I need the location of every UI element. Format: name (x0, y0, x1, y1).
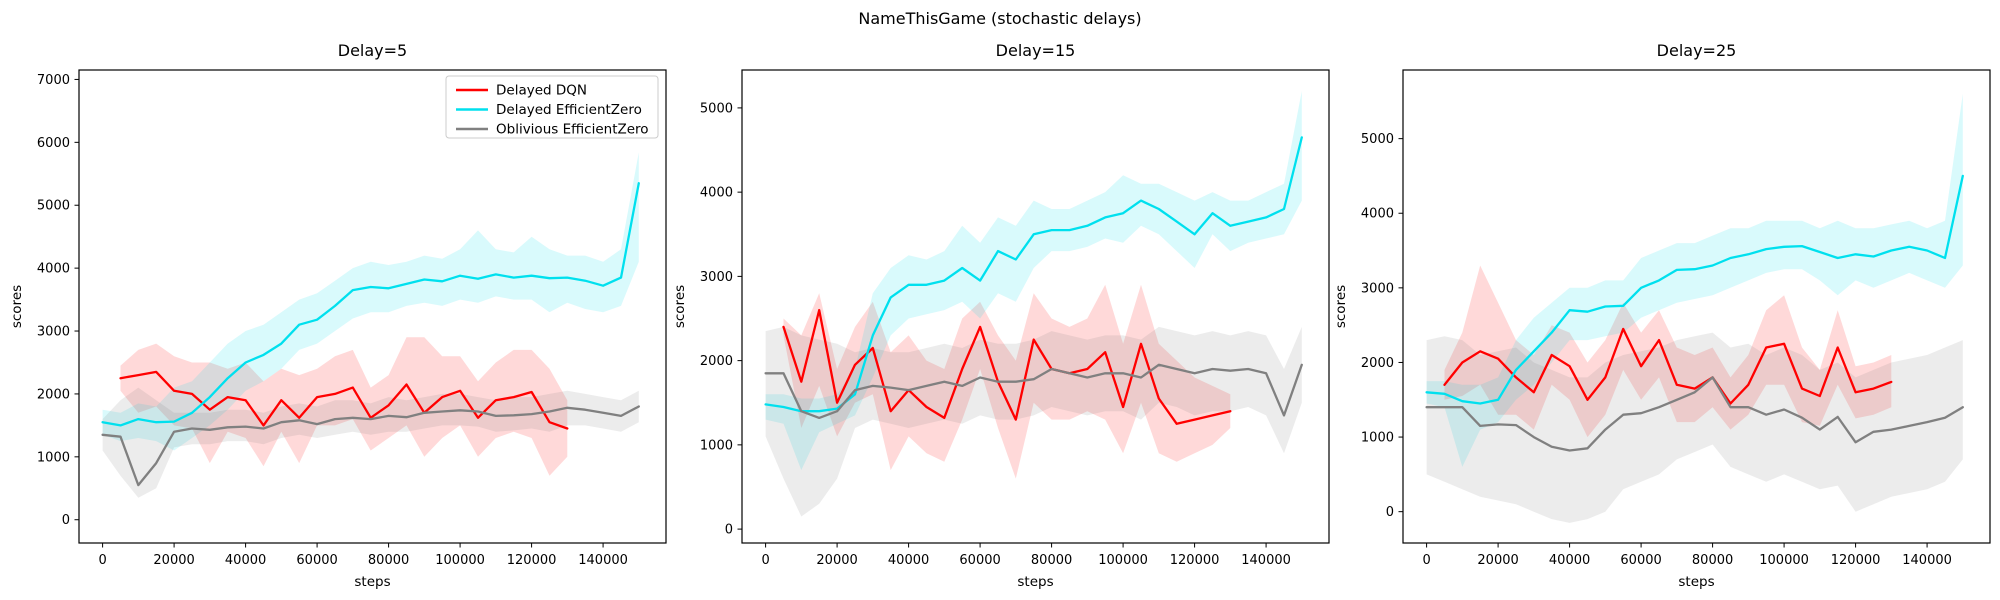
x-tick-label: 100000 (435, 553, 485, 568)
series-line-delayed-efficientzero (764, 136, 1303, 413)
legend: Delayed DQN Delayed EfficientZero Obliviou… (445, 75, 659, 139)
y-tick-label: 5000 (700, 101, 733, 116)
x-tick-label: 20000 (1477, 553, 1518, 568)
x-tick-label: 140000 (1902, 553, 1952, 568)
series-line-delayed-dqn (119, 370, 569, 430)
plot-area (101, 152, 640, 498)
series-line-delayed-efficientzero (1425, 174, 1964, 405)
x-tick-label: 140000 (578, 553, 628, 568)
axes-delay-15: 0 20000 40000 60000 80000 100000 120000 140000 0… (672, 41, 1330, 590)
axes-delay-5: 0 20000 40000 60000 80000 100000 120000 140000 0… (9, 41, 667, 590)
y-tick-label: 2000 (700, 354, 733, 369)
y-tick-label: 4000 (700, 186, 733, 201)
y-axis-label: scores (9, 285, 25, 328)
y-tick-label: 7000 (37, 73, 70, 88)
y-tick-label: 2000 (1361, 356, 1394, 371)
x-tick-label: 40000 (1549, 553, 1590, 568)
x-tick-label: 40000 (225, 553, 266, 568)
axes-delay-25: 0 20000 40000 60000 80000 100000 120000 140000 0… (1333, 41, 1991, 590)
y-tick-label: 0 (725, 523, 733, 538)
x-tick-label: 100000 (1759, 553, 1809, 568)
x-tick-label: 80000 (368, 553, 409, 568)
series-band-oblivious-efficientzero (1426, 332, 1963, 523)
series-band-delayed-dqn (1444, 265, 1892, 438)
y-tick-label: 1000 (37, 450, 70, 465)
y-tick-label: 1000 (700, 438, 733, 453)
y-tick-label: 4000 (1361, 207, 1394, 222)
plot-area (1425, 93, 1964, 523)
y-tick-label: 6000 (37, 136, 70, 151)
x-tick-label: 120000 (1831, 553, 1881, 568)
series-line-delayed-dqn (782, 308, 1232, 425)
y-tick-label: 0 (62, 513, 70, 528)
x-tick-label: 100000 (1098, 553, 1148, 568)
y-tick-label: 5000 (37, 199, 70, 214)
series-band-delayed-dqn (120, 337, 568, 476)
legend-box (445, 75, 659, 139)
axes-spines (741, 69, 1330, 544)
axes-spines (1402, 69, 1991, 544)
series-band-delayed-efficientzero (102, 152, 639, 451)
x-tick-label: 60000 (959, 553, 1000, 568)
y-tick-label: 0 (1386, 505, 1394, 520)
x-axis-label: steps (1017, 574, 1053, 590)
legend-label-oblivious-efficientzero: Oblivious EfficientZero (496, 122, 649, 138)
y-axis-label: scores (672, 285, 688, 328)
series-line-oblivious-efficientzero (101, 405, 640, 487)
x-tick-label: 0 (98, 553, 106, 568)
subplot-title: Delay=5 (338, 41, 407, 60)
x-axis-label: steps (1678, 574, 1714, 590)
y-tick-label: 5000 (1361, 132, 1394, 147)
y-tick-label: 3000 (700, 270, 733, 285)
y-tick-label: 3000 (1361, 281, 1394, 296)
series-line-delayed-dqn (1443, 327, 1893, 405)
x-tick-label: 0 (1422, 553, 1430, 568)
plot-area (764, 91, 1303, 517)
x-tick-label: 120000 (507, 553, 557, 568)
subplot-title: Delay=15 (996, 41, 1076, 60)
legend-label-delayed-dqn: Delayed DQN (496, 83, 587, 99)
x-tick-label: 40000 (888, 553, 929, 568)
x-tick-label: 60000 (296, 553, 337, 568)
x-tick-label: 80000 (1031, 553, 1072, 568)
x-tick-label: 20000 (816, 553, 857, 568)
y-tick-label: 2000 (37, 387, 70, 402)
series-line-oblivious-efficientzero (1425, 376, 1964, 452)
x-tick-label: 120000 (1170, 553, 1220, 568)
x-tick-label: 0 (761, 553, 769, 568)
x-tick-label: 20000 (153, 553, 194, 568)
x-tick-label: 60000 (1620, 553, 1661, 568)
legend-label-delayed-efficientzero: Delayed EfficientZero (496, 102, 642, 118)
x-axis-label: steps (354, 574, 390, 590)
y-axis-label: scores (1333, 285, 1349, 328)
axes-spines (78, 69, 667, 544)
y-tick-label: 1000 (1361, 431, 1394, 446)
figure-title: NameThisGame (stochastic delays) (858, 9, 1142, 28)
series-band-delayed-efficientzero (1426, 93, 1963, 467)
y-tick-label: 4000 (37, 262, 70, 277)
x-tick-label: 80000 (1692, 553, 1733, 568)
subplot-title: Delay=25 (1657, 41, 1737, 60)
y-tick-label: 3000 (37, 325, 70, 340)
series-line-oblivious-efficientzero (764, 363, 1303, 420)
x-tick-label: 140000 (1241, 553, 1291, 568)
series-line-delayed-efficientzero (101, 182, 640, 427)
series-band-oblivious-efficientzero (765, 326, 1302, 517)
